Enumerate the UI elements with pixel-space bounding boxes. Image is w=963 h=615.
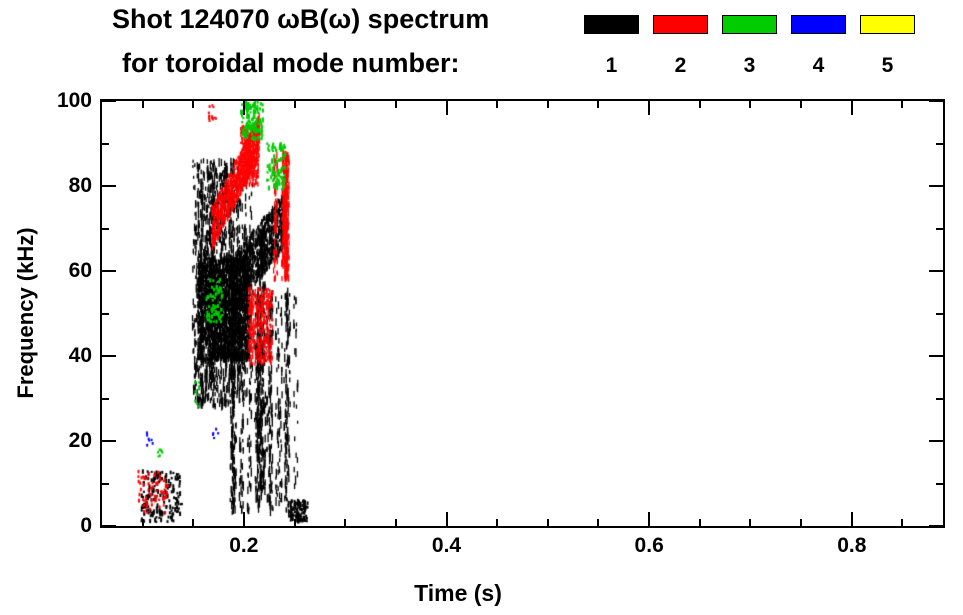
x-minor-tick [496, 101, 499, 108]
x-major-tick [242, 101, 245, 115]
y-major-tick [929, 100, 943, 102]
y-major-tick [929, 355, 943, 357]
y-major-tick [102, 525, 116, 527]
x-minor-tick [192, 519, 195, 526]
y-major-tick [102, 440, 116, 442]
x-minor-tick [344, 519, 347, 526]
y-tick-label: 20 [68, 429, 92, 452]
x-minor-tick [901, 101, 904, 108]
y-minor-tick [936, 397, 943, 400]
y-tick-label: 80 [68, 174, 92, 197]
x-major-tick [850, 101, 853, 115]
x-major-tick [445, 101, 448, 115]
plot-frame [100, 99, 945, 528]
y-tick-label: 100 [56, 89, 92, 112]
y-minor-tick [102, 482, 109, 485]
x-minor-tick [293, 519, 296, 526]
x-minor-tick [546, 101, 549, 108]
x-minor-tick [698, 519, 701, 526]
y-minor-tick [102, 142, 109, 145]
legend-label-mode-3: 3 [743, 54, 756, 77]
y-tick-label: 40 [68, 344, 92, 367]
y-axis-title: Frequency (kHz) [13, 227, 38, 399]
y-minor-tick [102, 312, 109, 315]
y-minor-tick [936, 227, 943, 230]
y-major-tick [929, 185, 943, 187]
y-major-tick [102, 270, 116, 272]
y-tick-label: 60 [68, 259, 92, 282]
x-major-tick [648, 512, 651, 526]
legend-label-mode-2: 2 [674, 54, 687, 77]
y-tick-label: 0 [80, 514, 92, 537]
chart-title: Shot 124070 ωB(ω) spectrum [112, 4, 490, 34]
legend-swatch-mode-1 [584, 15, 639, 34]
legend-label-mode-5: 5 [881, 54, 894, 77]
x-major-tick [850, 512, 853, 526]
x-major-tick [242, 512, 245, 526]
y-major-tick [929, 440, 943, 442]
x-minor-tick [496, 519, 499, 526]
x-tick-label: 0.4 [431, 534, 462, 557]
chart-subtitle: for toroidal mode number: [122, 48, 460, 78]
y-minor-tick [102, 397, 109, 400]
y-minor-tick [936, 312, 943, 315]
x-minor-tick [394, 101, 397, 108]
y-minor-tick [102, 227, 109, 230]
x-minor-tick [749, 101, 752, 108]
x-minor-tick [344, 101, 347, 108]
x-minor-tick [597, 101, 600, 108]
x-minor-tick [546, 519, 549, 526]
y-major-tick [929, 270, 943, 272]
x-minor-tick [800, 519, 803, 526]
x-tick-label: 0.6 [634, 534, 664, 557]
x-minor-tick [293, 101, 296, 108]
y-minor-tick [936, 142, 943, 145]
x-axis-title: Time (s) [414, 580, 502, 606]
legend-label-mode-1: 1 [605, 54, 618, 77]
plot-canvas [102, 101, 943, 526]
legend-swatch-mode-2 [653, 15, 708, 34]
x-minor-tick [901, 519, 904, 526]
y-major-tick [929, 525, 943, 527]
y-major-tick [102, 100, 116, 102]
x-minor-tick [800, 101, 803, 108]
legend-swatch-mode-5 [860, 15, 915, 34]
y-major-tick [102, 185, 116, 187]
x-minor-tick [141, 101, 144, 108]
legend-label-mode-4: 4 [812, 54, 825, 77]
x-minor-tick [749, 519, 752, 526]
x-tick-label: 0.2 [229, 534, 259, 557]
legend-swatch-mode-4 [791, 15, 846, 34]
legend-swatch-mode-3 [722, 15, 777, 34]
x-minor-tick [597, 519, 600, 526]
y-minor-tick [936, 482, 943, 485]
x-major-tick [445, 512, 448, 526]
x-tick-label: 0.8 [837, 534, 867, 557]
x-minor-tick [141, 519, 144, 526]
x-minor-tick [394, 519, 397, 526]
x-minor-tick [698, 101, 701, 108]
x-minor-tick [192, 101, 195, 108]
x-major-tick [648, 101, 651, 115]
y-major-tick [102, 355, 116, 357]
